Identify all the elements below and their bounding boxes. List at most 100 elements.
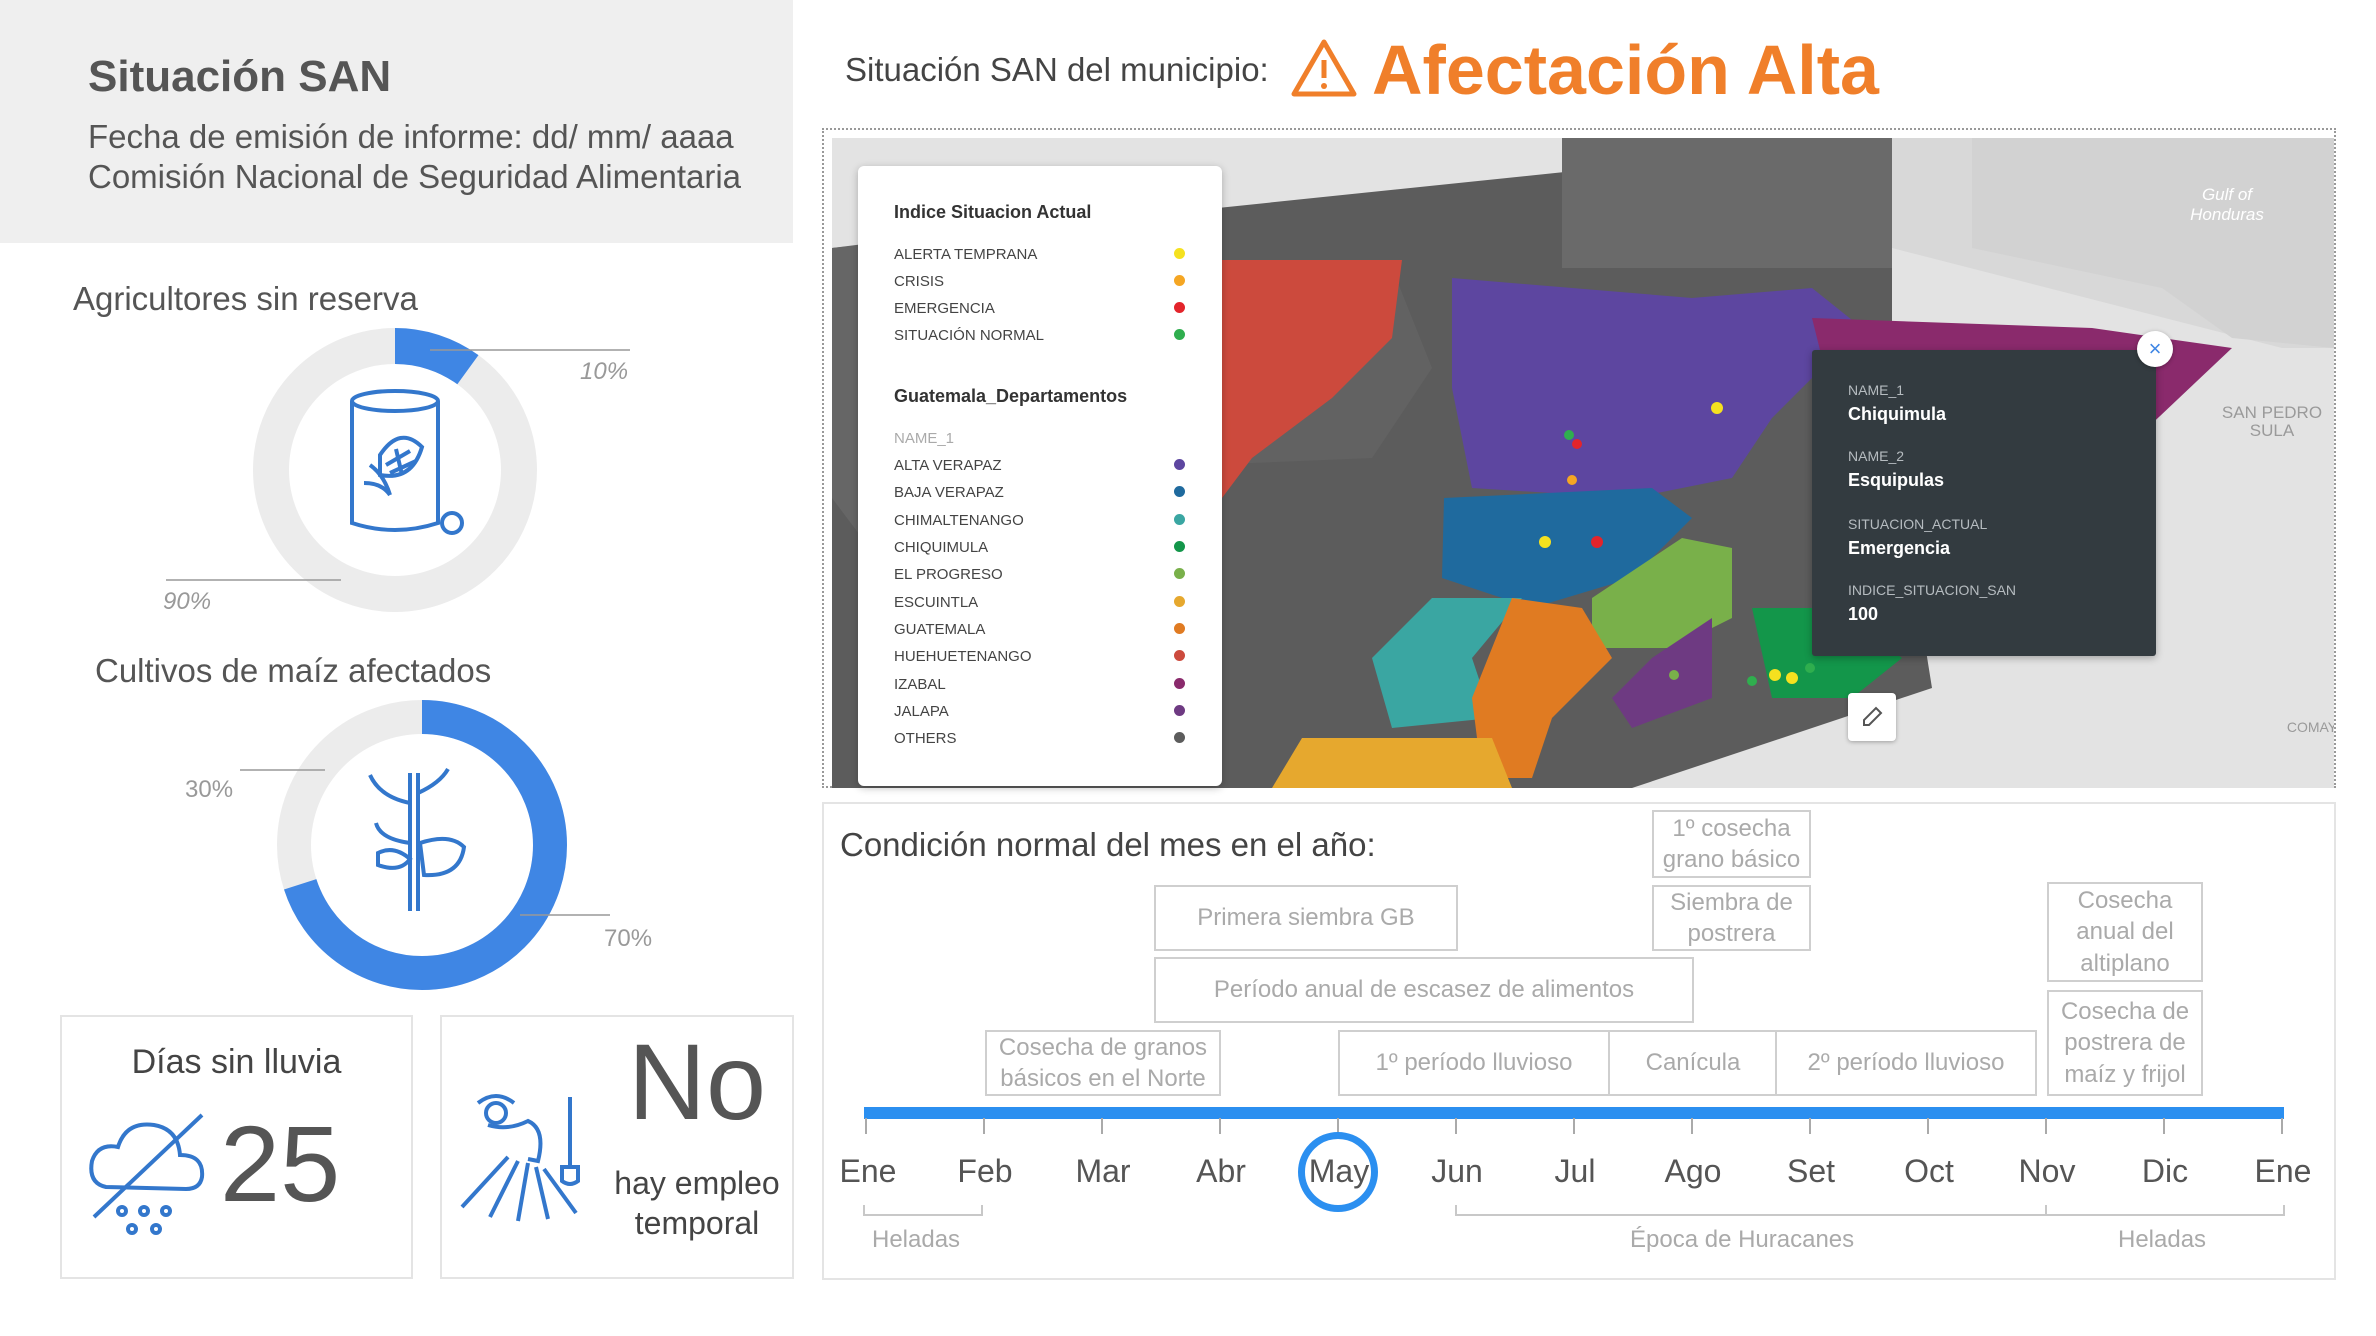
warning-icon — [1291, 39, 1357, 97]
status-point — [1747, 676, 1757, 686]
legend-item: OTHERS — [894, 730, 957, 747]
crops-title: Cultivos de maíz afectados — [95, 652, 492, 689]
month-label[interactable]: Jul — [1554, 1153, 1596, 1189]
legend-dot — [1174, 596, 1185, 607]
employment-card: No hay empleo temporal — [440, 1015, 794, 1279]
legend-title-departments: Guatemala_Departamentos — [894, 386, 1128, 406]
corn-plant-icon — [368, 767, 467, 911]
legend-dot — [1174, 568, 1185, 579]
popup-value: Esquipulas — [1848, 470, 1945, 490]
legend-dot — [1174, 514, 1185, 525]
farmers-without-reserve-pct: 10% — [580, 358, 629, 385]
status-point — [1572, 439, 1582, 449]
status-point — [1669, 670, 1679, 680]
month-label[interactable]: Abr — [1196, 1153, 1246, 1189]
month-label[interactable]: Set — [1786, 1153, 1836, 1189]
event-line: maíz y frijol — [2064, 1060, 2186, 1088]
employment-no: No — [627, 1021, 767, 1142]
popup-value: 100 — [1848, 604, 1879, 624]
event-food-shortage: Período anual de escasez de alimentos — [1154, 957, 1694, 1023]
legend-dot — [1174, 459, 1185, 470]
month-label[interactable]: Dic — [2141, 1153, 2189, 1189]
timeline-ticks — [865, 1118, 2283, 1134]
emission-date: Fecha de emisión de informe: dd/ mm/ aaa… — [88, 118, 734, 155]
legend-item: BAJA VERAPAZ — [894, 484, 1004, 501]
farmers-donut-chart — [253, 328, 537, 612]
event-first-sowing: Primera siembra GB — [1154, 885, 1458, 951]
month-label[interactable]: Feb — [957, 1153, 1013, 1189]
farmers-leader-line-2 — [166, 579, 341, 581]
status-value: Afectación Alta — [1372, 31, 1879, 109]
event-line: 1º cosecha — [1672, 814, 1791, 842]
legend-dot — [1174, 650, 1185, 661]
month-label[interactable]: Oct — [1904, 1153, 1954, 1189]
event-line: 1º período lluvioso — [1375, 1049, 1573, 1077]
status-point — [1786, 672, 1798, 684]
event-postrera-harvest: Cosecha de postrera de maíz y frijol — [2047, 990, 2203, 1096]
month-label[interactable]: Ene — [2254, 1153, 2312, 1189]
season-hurricanes: Época de Huracanes — [1630, 1226, 1855, 1253]
status-point — [1591, 536, 1603, 548]
season-brackets — [863, 1205, 2285, 1216]
event-first-rainy: 1º período lluvioso — [1338, 1030, 1610, 1096]
event-line: Siembra de — [1670, 888, 1793, 916]
legend-item: EL PROGRESO — [894, 566, 1003, 583]
event-line: 2º período lluvioso — [1807, 1049, 2005, 1077]
popup-close-button[interactable]: × — [2137, 331, 2173, 367]
farmers-with-reserve-pct: 90% — [163, 588, 212, 615]
month-label[interactable]: Mar — [1075, 1153, 1131, 1189]
no-rain-cloud-icon — [89, 1113, 205, 1235]
event-postrera-sowing: Siembra de postrera — [1652, 885, 1811, 951]
status-point — [1567, 475, 1577, 485]
event-line: Período anual de escasez de alimentos — [1213, 976, 1635, 1004]
status-point — [1711, 402, 1723, 414]
event-line: postrera — [1687, 920, 1776, 947]
rain-days-value: 25 — [220, 1103, 341, 1224]
employment-line-2: temporal — [634, 1205, 760, 1241]
map-feature-popup: NAME_1 Chiquimula NAME_2 Esquipulas SITU… — [1812, 350, 2156, 656]
event-line: altiplano — [2080, 949, 2170, 977]
farmers-leader-line-1 — [430, 349, 630, 351]
event-line: Cosecha de — [2060, 998, 2190, 1026]
event-line: Canícula — [1645, 1049, 1741, 1077]
crops-donut-value-arc — [277, 700, 567, 990]
month-label[interactable]: Ene — [839, 1153, 897, 1189]
popup-key: INDICE_SITUACION_SAN — [1848, 582, 2017, 598]
month-label-current[interactable]: May — [1308, 1153, 1370, 1189]
region-escuintla — [1272, 738, 1512, 788]
region-peten — [1562, 138, 1892, 268]
month-label[interactable]: Jun — [1431, 1153, 1483, 1189]
legend-dot — [1174, 541, 1185, 552]
calendar-panel — [822, 802, 2336, 1280]
region-jalapa — [1612, 618, 1712, 728]
event-first-harvest: 1º cosecha grano básico — [1652, 810, 1811, 878]
map-edit-button[interactable] — [1848, 693, 1896, 741]
farmers-donut-value-arc — [253, 328, 537, 612]
employment-line-1: hay empleo — [614, 1165, 780, 1201]
event-line: grano básico — [1662, 846, 1801, 873]
commission-name: Comisión Nacional de Seguridad Alimentar… — [88, 158, 742, 195]
calendar-title: Condición normal del mes en el año: — [840, 826, 1376, 863]
event-highland-harvest: Cosecha anual del altiplano — [2047, 882, 2203, 982]
map-label-sps-1: SAN PEDRO — [2222, 403, 2322, 422]
crops-leader-line-2 — [520, 914, 610, 916]
legend-item: ALERTA TEMPRANA — [894, 246, 1038, 263]
legend-dot — [1174, 248, 1185, 259]
crops-donut-chart — [277, 700, 567, 990]
legend-item: ALTA VERAPAZ — [894, 457, 1002, 474]
region-el-progreso — [1592, 538, 1732, 648]
legend-item: GUATEMALA — [894, 621, 986, 638]
popup-key: NAME_1 — [1848, 382, 1905, 398]
status-point — [1769, 669, 1781, 681]
timeline-bar — [864, 1107, 2284, 1119]
legend-item: ESCUINTLA — [894, 594, 979, 611]
corn-silo-icon — [350, 389, 464, 535]
event-line: Primera siembra GB — [1197, 904, 1415, 932]
legend-field: NAME_1 — [894, 430, 955, 447]
map-sea — [1972, 138, 2334, 348]
crops-affected-pct: 70% — [604, 925, 653, 952]
month-label[interactable]: Nov — [2018, 1153, 2076, 1189]
page-title: Situación SAN — [88, 52, 392, 101]
event-line: Cosecha de granos — [998, 1033, 1208, 1061]
month-label[interactable]: Ago — [1664, 1153, 1722, 1189]
